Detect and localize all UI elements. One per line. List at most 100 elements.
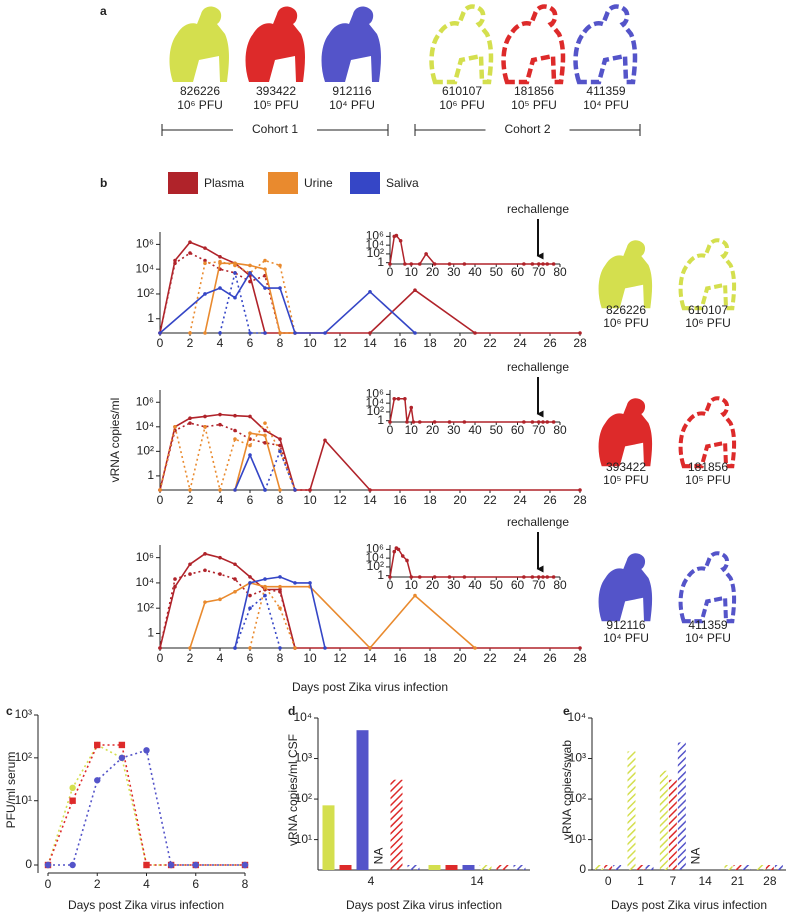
data-point: [417, 420, 422, 424]
y-tick-label: 10¹: [15, 793, 32, 807]
animal-outline: [678, 551, 737, 624]
legend-swatch: [268, 172, 298, 194]
data-point: [69, 784, 76, 792]
data-point: [368, 331, 372, 335]
data-point: [167, 861, 175, 869]
x-tick-label: 20: [426, 578, 440, 592]
data-point: [233, 263, 237, 268]
x-tick-label: 0: [157, 651, 164, 665]
x-tick-label: 0: [387, 578, 394, 592]
data-point: [263, 331, 267, 335]
data-point: [203, 568, 207, 573]
data-point: [323, 438, 327, 443]
series-line: [159, 421, 296, 494]
x-tick-label: 40: [468, 423, 482, 437]
data-point: [473, 646, 477, 650]
data-point: [248, 279, 252, 284]
data-point: [173, 258, 177, 263]
x-tick-label: 8: [277, 336, 284, 350]
x-tick-label: 28: [573, 651, 587, 665]
x-tick-label: 14: [363, 493, 377, 507]
data-point: [396, 547, 401, 552]
data-point: [248, 331, 252, 335]
data-point: [263, 258, 267, 263]
x-tick-label: 0: [157, 493, 164, 507]
x-tick-label: 20: [453, 336, 467, 350]
x-tick-label: 20: [453, 493, 467, 507]
series-line: [389, 547, 554, 578]
x-tick-label: 8: [277, 493, 284, 507]
data-point: [278, 488, 282, 492]
data-point: [413, 593, 417, 598]
x-tick-label: 12: [333, 493, 347, 507]
y-tick-label: 10²: [367, 246, 384, 260]
x-tick-label: 28: [573, 336, 587, 350]
legend-label: Urine: [304, 176, 333, 190]
bar: [496, 865, 509, 870]
data-point: [218, 488, 222, 492]
y-tick-label: 10⁶: [366, 229, 384, 243]
bar: [322, 805, 335, 870]
data-point: [578, 646, 582, 650]
data-point: [396, 396, 401, 401]
data-point: [248, 606, 252, 610]
bar: [595, 865, 604, 870]
data-point: [417, 262, 422, 266]
data-point: [293, 488, 297, 492]
data-point: [405, 558, 409, 563]
series-line: [47, 744, 245, 866]
y-tick-label: 10³: [295, 751, 312, 765]
x-tick-label: 24: [513, 651, 527, 665]
data-point: [248, 431, 252, 436]
x-tick-label: 14: [363, 651, 377, 665]
data-point: [278, 449, 282, 454]
y-tick-label: 10⁶: [136, 394, 154, 408]
x-tick-label: 70: [532, 265, 546, 279]
bar: [627, 751, 636, 870]
data-point: [143, 861, 150, 869]
data-point: [522, 420, 526, 424]
x-tick-label: 14: [470, 874, 484, 888]
y-tick-label: 0: [579, 862, 586, 876]
animal-dose: 10⁶ PFU: [685, 316, 731, 330]
x-tick-label: 60: [511, 578, 525, 592]
animal-outline: [678, 238, 737, 311]
series-line: [48, 749, 245, 866]
data-point: [278, 331, 282, 335]
x-tick-label: 50: [490, 423, 504, 437]
y-tick-label: 10²: [137, 444, 154, 458]
data-point: [368, 289, 372, 294]
data-point: [188, 421, 192, 425]
data-point: [578, 488, 582, 492]
data-point: [323, 646, 327, 650]
na-label: NA: [372, 848, 386, 865]
x-tick-label: 10: [303, 493, 317, 507]
legend-swatch: [350, 172, 380, 194]
y-tick-label: 10⁶: [136, 550, 154, 564]
x-tick-label: 20: [426, 265, 440, 279]
data-point: [218, 286, 222, 290]
data-point: [473, 331, 477, 335]
x-tick-label: 10: [303, 336, 317, 350]
bar: [390, 779, 403, 870]
x-tick-label: 6: [247, 493, 254, 507]
y-tick-label: 10⁴: [135, 575, 154, 589]
x-tick-label: 80: [553, 578, 567, 592]
animal-id: 912116: [332, 84, 371, 98]
data-point: [248, 593, 252, 598]
animal-id: 181856: [688, 460, 728, 474]
data-point: [424, 252, 428, 256]
series-line: [159, 552, 580, 649]
data-point: [188, 646, 192, 650]
x-tick-label: 14: [698, 874, 712, 888]
data-point: [241, 861, 249, 869]
animal-dose: 10⁶ PFU: [439, 98, 485, 112]
legend-swatch: [168, 172, 198, 194]
bar: [479, 865, 492, 870]
x-tick-label: 4: [217, 651, 224, 665]
y-tick-label: 10²: [137, 600, 154, 614]
data-point: [522, 262, 526, 266]
data-point: [541, 575, 545, 579]
data-point: [69, 861, 76, 869]
